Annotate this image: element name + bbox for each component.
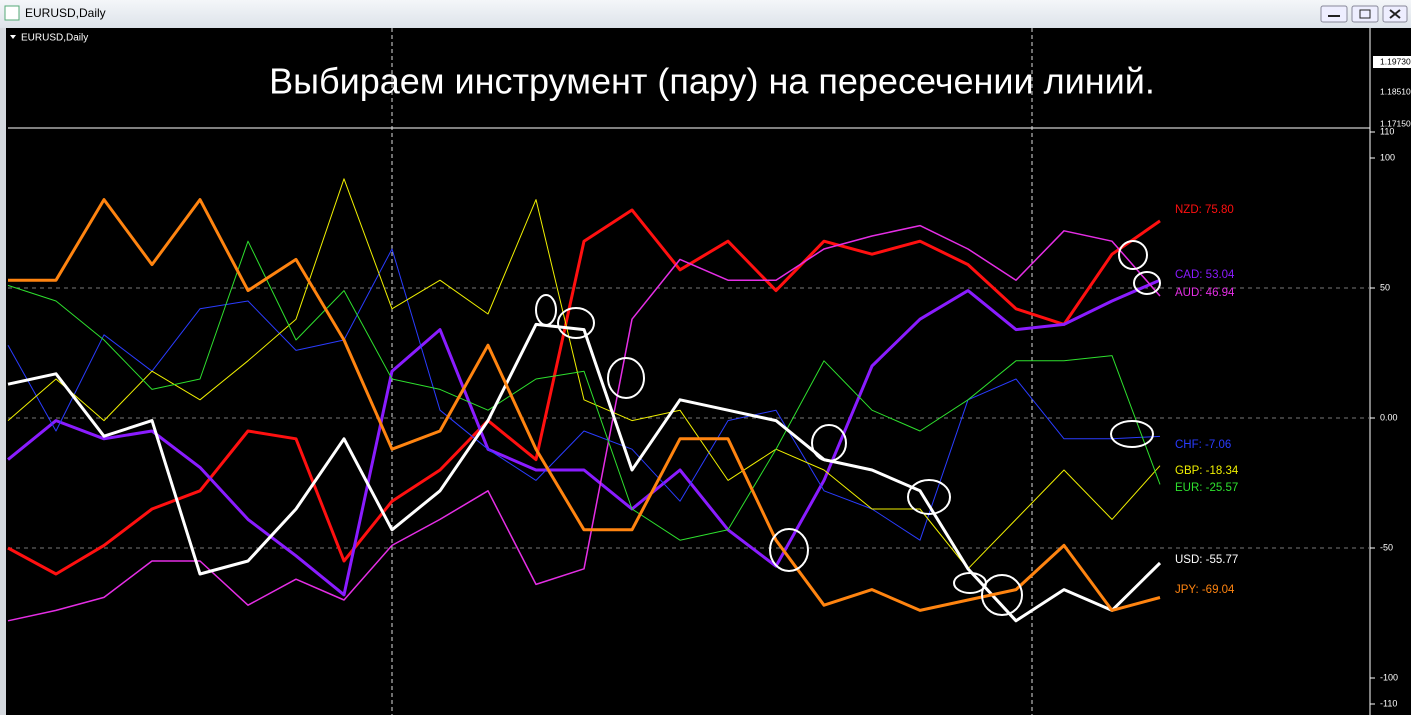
series-line — [7, 240, 1161, 541]
series-end-label: GBP: -18.34 — [1175, 465, 1239, 477]
series-line — [7, 224, 1161, 622]
crossing-circles — [535, 240, 1161, 616]
y-tick-label: -110 — [1380, 698, 1397, 708]
window-icon — [4, 5, 20, 21]
series-end-label: CAD: 53.04 — [1175, 269, 1235, 281]
series-end-label: AUD: 46.94 — [1175, 287, 1235, 299]
series-end-label: USD: -55.77 — [1175, 554, 1238, 566]
annotation: Выбираем инструмент (пару) на пересечени… — [269, 61, 1155, 102]
restore-button[interactable] — [1351, 5, 1379, 23]
left-border — [0, 28, 6, 715]
title-bar — [0, 0, 1411, 28]
indicator-plot: 110 100 50 0.00 -50 -100 -110 NZD: 75.80 CAD: 53… — [7, 126, 1398, 708]
series-end-label: NZD: 75.80 — [1175, 204, 1234, 216]
pane-label: EURUSD,Daily — [21, 33, 88, 44]
y-tick-label: 110 — [1380, 126, 1394, 136]
window-title: EURUSD,Daily — [25, 6, 106, 20]
series-line — [7, 322, 1162, 623]
series-end-label: JPY: -69.04 — [1175, 584, 1235, 596]
price-label: 1.18510 — [1380, 86, 1411, 96]
series-line — [7, 208, 1161, 576]
y-tick-label: -100 — [1380, 672, 1398, 682]
series-end-label: CHF: -7.06 — [1175, 439, 1231, 451]
series-end-label: EUR: -25.57 — [1175, 482, 1238, 494]
price-label: 1.19730 — [1380, 56, 1411, 66]
series-line — [8, 198, 1161, 612]
minimize-button[interactable] — [1320, 5, 1348, 23]
y-tick-label: -50 — [1380, 542, 1393, 552]
window-buttons[interactable] — [1320, 5, 1408, 23]
y-tick-label: 50 — [1380, 282, 1390, 292]
series-line — [7, 278, 1161, 597]
price-label: 1.17150 — [1380, 118, 1411, 128]
pane-menu-arrow[interactable] — [10, 35, 16, 39]
price-highlight — [1373, 56, 1411, 68]
y-tick-label: 100 — [1380, 152, 1395, 162]
y-tick-label: 0.00 — [1380, 412, 1398, 422]
